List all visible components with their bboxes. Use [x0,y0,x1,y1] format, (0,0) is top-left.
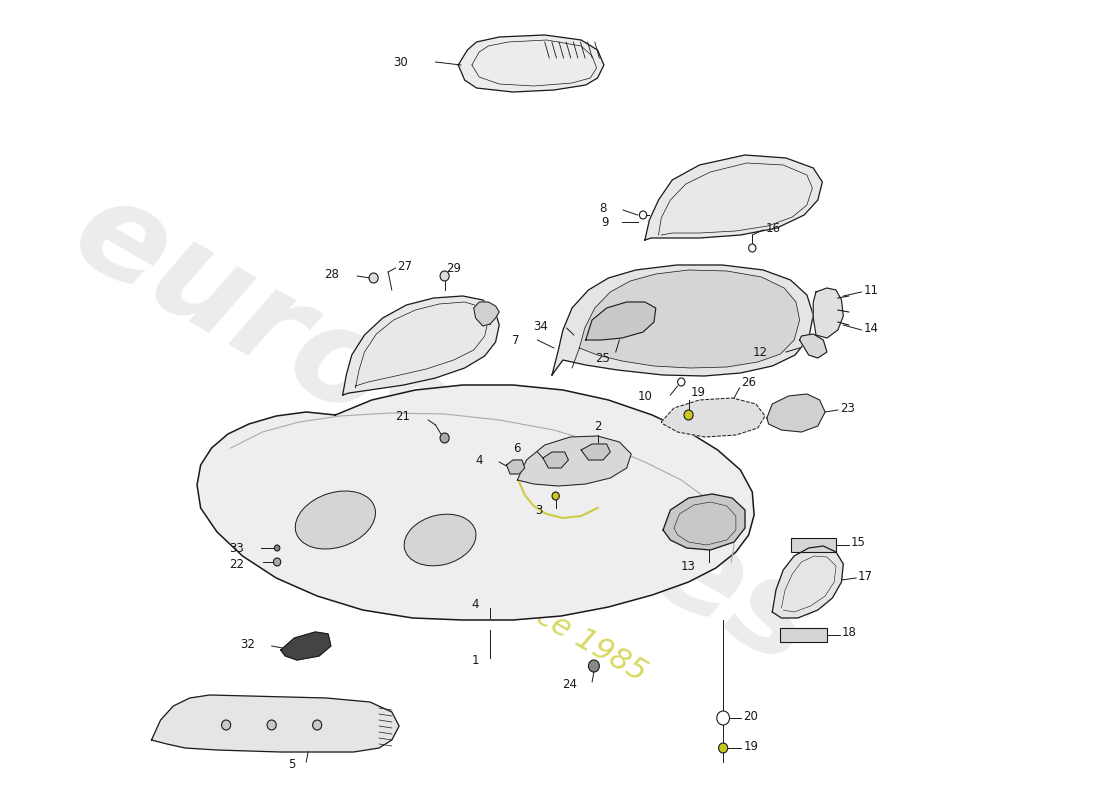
Ellipse shape [404,514,476,566]
Text: 25: 25 [595,351,609,365]
Text: 33: 33 [230,542,244,554]
Circle shape [221,720,231,730]
Text: 28: 28 [324,269,339,282]
Text: 19: 19 [691,386,705,398]
Circle shape [274,558,280,566]
Circle shape [749,244,756,252]
Polygon shape [645,155,823,240]
Bar [780,628,827,642]
Text: 17: 17 [858,570,873,582]
Polygon shape [343,296,499,395]
Text: 20: 20 [744,710,758,722]
Text: 7: 7 [512,334,519,346]
Text: 16: 16 [766,222,781,234]
Circle shape [312,720,321,730]
Polygon shape [197,385,755,620]
Text: a passion for parts since 1985: a passion for parts since 1985 [238,432,651,688]
Text: 26: 26 [741,375,757,389]
Circle shape [274,545,279,551]
Ellipse shape [295,491,375,549]
Circle shape [718,743,728,753]
Polygon shape [813,288,844,338]
Text: 14: 14 [864,322,878,334]
Text: 24: 24 [562,678,578,690]
Circle shape [678,378,685,386]
Polygon shape [663,494,745,550]
Polygon shape [506,460,525,474]
Text: 27: 27 [397,259,412,273]
Text: 6: 6 [514,442,521,454]
Text: 12: 12 [752,346,768,358]
Bar [791,538,836,552]
Polygon shape [517,436,631,486]
Circle shape [588,660,600,672]
Text: 15: 15 [850,537,866,550]
Text: 13: 13 [681,559,696,573]
Text: 2: 2 [594,421,602,434]
Circle shape [440,271,449,281]
Circle shape [717,711,729,725]
Text: 23: 23 [839,402,855,414]
Text: 34: 34 [534,319,549,333]
Text: 21: 21 [395,410,410,422]
Polygon shape [152,695,399,752]
Circle shape [552,492,559,500]
Polygon shape [543,452,569,468]
Polygon shape [474,302,499,326]
Polygon shape [552,265,813,376]
Circle shape [684,410,693,420]
Text: 10: 10 [637,390,652,403]
Polygon shape [800,334,827,358]
Text: 9: 9 [601,215,608,229]
Text: 1: 1 [472,654,480,666]
Polygon shape [280,632,331,660]
Circle shape [440,433,449,443]
Polygon shape [772,546,844,618]
Text: 29: 29 [447,262,461,274]
Circle shape [639,211,647,219]
Text: 4: 4 [475,454,483,466]
Text: 3: 3 [536,503,543,517]
Text: 5: 5 [288,758,295,771]
Polygon shape [459,35,604,92]
Circle shape [267,720,276,730]
Text: 11: 11 [864,283,878,297]
Polygon shape [767,394,825,432]
Circle shape [370,273,378,283]
Polygon shape [581,444,611,460]
Text: 19: 19 [744,739,758,753]
Text: eurospares: eurospares [52,166,838,694]
Polygon shape [585,302,656,340]
Polygon shape [572,270,800,368]
Polygon shape [661,398,764,437]
Text: 4: 4 [472,598,480,611]
Text: 30: 30 [394,55,408,69]
Text: 32: 32 [241,638,255,650]
Text: 18: 18 [842,626,857,639]
Text: 22: 22 [229,558,244,571]
Text: 8: 8 [600,202,606,214]
